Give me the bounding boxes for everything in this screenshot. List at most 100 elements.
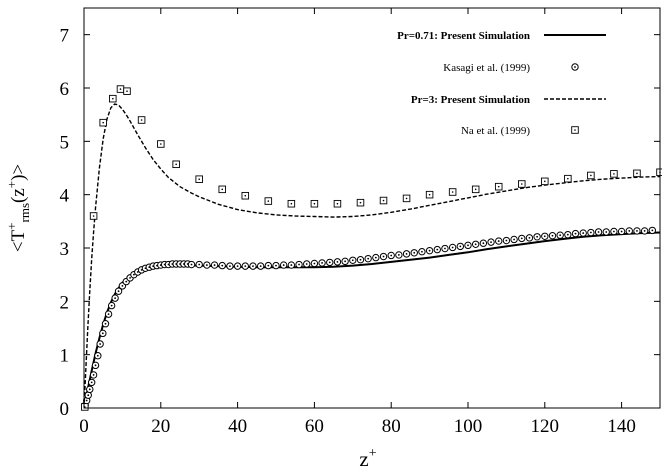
series-1-point [587, 228, 595, 237]
y-axis-label-sup2: + [4, 181, 19, 188]
series-3-point [587, 171, 595, 180]
series-3-point [172, 160, 180, 169]
series-3-point [241, 191, 250, 200]
series-1-point [256, 262, 265, 270]
series-3-point [471, 185, 480, 194]
series-1-point [425, 246, 434, 255]
series-1-point [518, 234, 526, 243]
series-1-point [203, 261, 211, 269]
series-3-point [541, 177, 549, 186]
series-1-point [510, 235, 518, 244]
y-axis-label-sub1: rms [17, 203, 32, 223]
series-1-point [487, 238, 495, 246]
series-1-point [564, 230, 572, 239]
series-3-point [494, 182, 503, 191]
legend-item: Na et al. (1999) [461, 125, 579, 137]
series-3-point [264, 197, 273, 205]
series-1-point [272, 261, 280, 270]
series-1-point [379, 252, 388, 261]
series-1-point [541, 232, 549, 240]
series-1-point [101, 320, 110, 328]
series-1-point [464, 241, 472, 250]
x-tick-label: 0 [79, 416, 89, 437]
series-1-point [104, 310, 113, 318]
series-1-point [594, 228, 603, 236]
series-1-point [210, 261, 219, 269]
x-tick-label: 120 [531, 416, 560, 437]
series-1-point [91, 361, 100, 370]
series-1-point [356, 256, 365, 264]
y-tick-label: 5 [60, 132, 70, 153]
series-1-point [525, 234, 534, 242]
series-1-point [579, 229, 587, 237]
series-1-point [625, 227, 633, 235]
axis-ticks: 0 20 40 60 80 100 120 140 0 1 2 3 4 5 6 7 [60, 8, 660, 437]
series-1-point [333, 258, 342, 266]
series-1-point [617, 227, 626, 236]
series-1-point [533, 233, 541, 241]
series-1-point [471, 240, 480, 248]
series-1-point [548, 232, 557, 240]
series-1-point [89, 371, 98, 379]
series-1-point [84, 391, 92, 399]
series-1-point [372, 253, 380, 262]
series-1-point [364, 254, 372, 263]
series-1-point [279, 261, 288, 269]
series-3-point [287, 199, 296, 208]
series-1-point [441, 244, 449, 253]
series-3-point [402, 194, 411, 203]
series-1-point [395, 251, 403, 259]
series-3-point [379, 196, 388, 205]
x-tick-label: 100 [454, 416, 483, 437]
series-3-point [564, 174, 572, 183]
y-tick-label: 0 [60, 399, 70, 420]
series-1-point [249, 262, 257, 270]
series-1-point [610, 227, 618, 236]
legend-item: Kasagi et al. (1999) [443, 62, 579, 74]
series-3-point [333, 199, 342, 208]
series-3-point [633, 169, 641, 178]
y-tick-label: 2 [60, 292, 70, 313]
y-tick-label: 4 [60, 186, 70, 207]
x-axis-label-sup: + [369, 446, 377, 461]
series-3-point [81, 403, 89, 411]
series-1-point [264, 261, 273, 270]
x-tick-label: 80 [382, 416, 401, 437]
series-3-point [518, 180, 526, 188]
series-1-point [233, 262, 242, 270]
legend-swatch [571, 63, 579, 71]
series-1-point [195, 260, 203, 269]
plot-marks [81, 85, 662, 411]
series-1-point [310, 259, 319, 268]
y-axis-label-sup1: + [4, 222, 19, 229]
series-3-point [195, 175, 203, 183]
series-1-point [456, 242, 465, 251]
series-1-point [326, 258, 334, 267]
series-3-point [356, 198, 365, 207]
series-3-point [610, 170, 618, 178]
series-1-point [433, 245, 441, 254]
x-axis-label-base: z [359, 447, 368, 470]
legend-item: Pr=3: Present Simulation [411, 94, 606, 106]
series-1-point [448, 243, 457, 252]
series-3-point [123, 87, 131, 95]
series-1-point [495, 237, 503, 245]
y-tick-label: 3 [60, 239, 70, 260]
series-3-point [109, 94, 117, 103]
series-1-point [556, 231, 564, 239]
series-1-point [303, 260, 311, 268]
series-1-point [648, 226, 657, 235]
series-1-point [602, 228, 610, 236]
series-3-point [116, 85, 125, 93]
legend-label: Kasagi et al. (1999) [443, 62, 530, 74]
y-axis-label: <T+rms(z+)> [4, 164, 32, 252]
series-1-point [295, 260, 303, 269]
y-tick-label: 6 [60, 79, 70, 100]
series-1-point [402, 250, 411, 258]
series-1-point [241, 262, 249, 270]
series-3-point [157, 140, 165, 148]
series-1-point [479, 239, 488, 247]
series-1-point [87, 378, 96, 387]
series-3-point [656, 168, 662, 177]
